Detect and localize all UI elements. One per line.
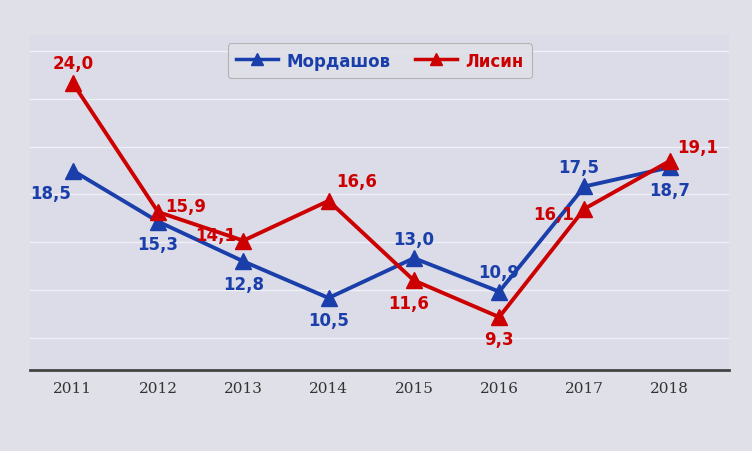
Лисин xyxy=(580,207,589,212)
Line: Мордашов: Мордашов xyxy=(65,161,678,306)
Text: 9,3: 9,3 xyxy=(484,331,514,349)
Мордашов xyxy=(409,256,418,261)
Мордашов xyxy=(580,184,589,190)
Text: 19,1: 19,1 xyxy=(677,139,718,157)
Мордашов xyxy=(153,219,162,225)
Мордашов xyxy=(324,295,333,301)
Мордашов xyxy=(239,259,248,264)
Text: 15,3: 15,3 xyxy=(138,235,178,253)
Лисин xyxy=(495,315,504,320)
Text: 11,6: 11,6 xyxy=(388,294,429,312)
Text: 14,1: 14,1 xyxy=(195,226,236,244)
Text: 10,9: 10,9 xyxy=(479,263,520,281)
Лисин xyxy=(324,198,333,204)
Text: 16,1: 16,1 xyxy=(533,206,575,224)
Text: 17,5: 17,5 xyxy=(559,159,599,177)
Text: 24,0: 24,0 xyxy=(52,55,93,74)
Мордашов xyxy=(666,165,675,170)
Text: 18,7: 18,7 xyxy=(649,181,690,199)
Лисин xyxy=(409,278,418,284)
Мордашов xyxy=(68,169,77,174)
Text: 13,0: 13,0 xyxy=(393,230,435,248)
Text: 15,9: 15,9 xyxy=(165,198,206,216)
Лисин xyxy=(68,81,77,87)
Лисин xyxy=(153,210,162,215)
Text: 12,8: 12,8 xyxy=(223,275,264,293)
Лисин xyxy=(239,239,248,244)
Лисин xyxy=(666,159,675,164)
Text: 16,6: 16,6 xyxy=(336,173,377,191)
Legend: Мордашов, Лисин: Мордашов, Лисин xyxy=(228,44,532,79)
Line: Лисин: Лисин xyxy=(65,76,678,325)
Text: 18,5: 18,5 xyxy=(30,184,71,202)
Text: 10,5: 10,5 xyxy=(308,312,349,330)
Мордашов xyxy=(495,289,504,295)
